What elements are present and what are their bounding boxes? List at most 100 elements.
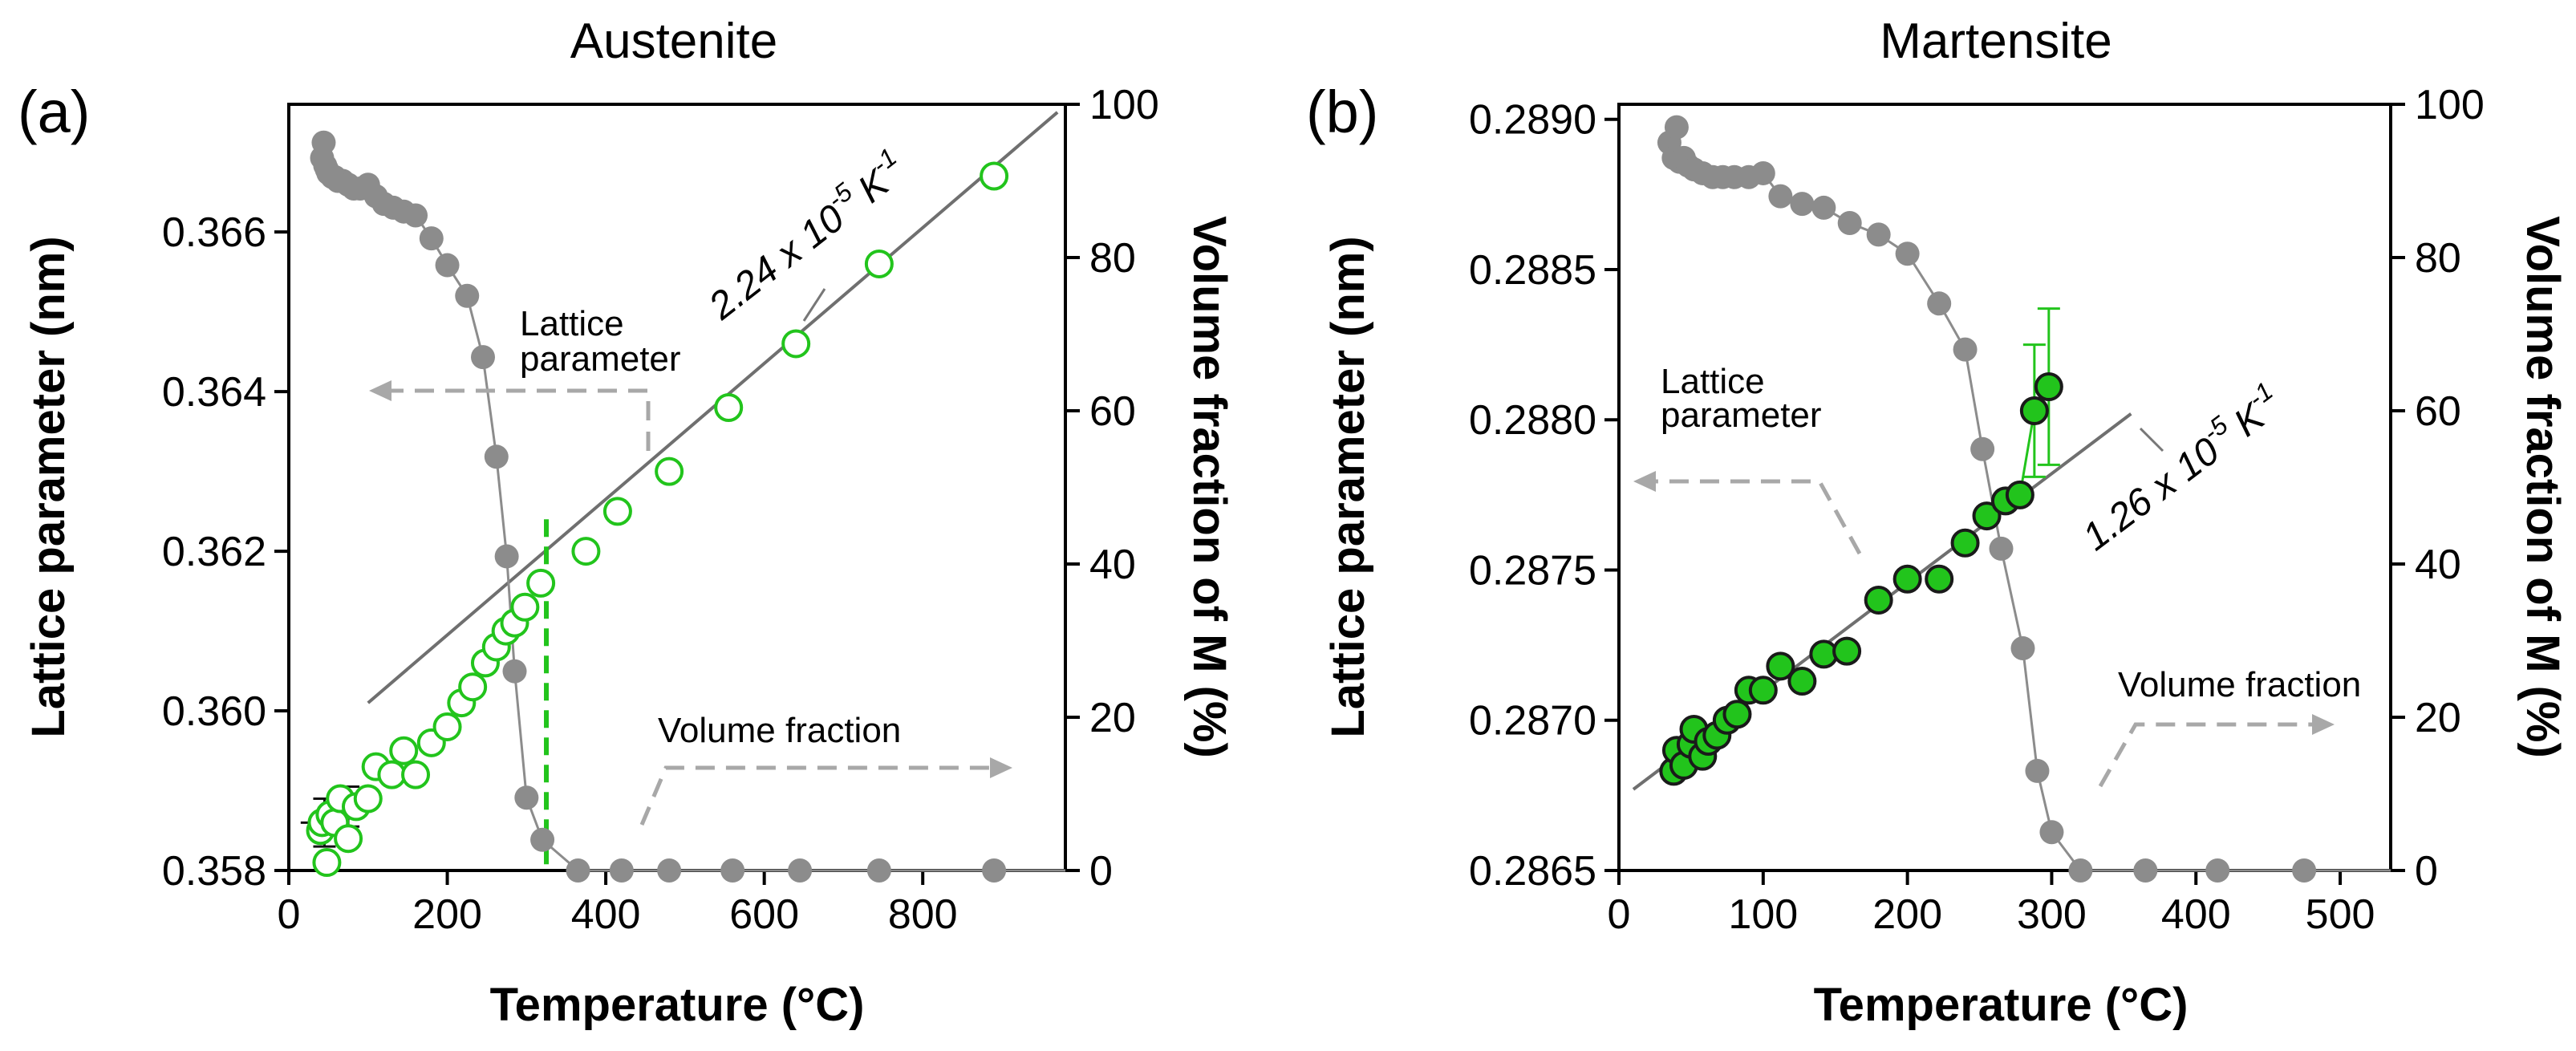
panel-b-volume-fraction-point [2205, 858, 2230, 883]
panel-a-lattice-point [377, 760, 407, 789]
panel-a-y-tick-label: 0.364 [162, 369, 266, 416]
panel-a-lattice-arrowhead [369, 380, 391, 401]
panel-a-volume-fraction-point [311, 130, 336, 155]
panel-b-y-axis-label: Lattice parameter (nm) [1322, 236, 1374, 737]
panel-a-lattice-point [401, 760, 431, 789]
panel-b-volume-fraction-point [2292, 858, 2317, 883]
panel-a-y-tick-label: 0.362 [162, 529, 266, 575]
panel-b-lattice-arrowhead [1633, 471, 1656, 492]
panel-a-x-tick-label: 800 [888, 891, 958, 938]
panel-b-volume-fraction-point [1953, 337, 1978, 362]
panel-b-lattice-label-2: parameter [1661, 396, 1822, 435]
panel-a-volume-fraction-point [419, 226, 444, 251]
panel-a-volume-annotation: Volume fraction [639, 711, 1012, 826]
panel-b-volume-fraction-point [1664, 115, 1689, 140]
panel-b-volume-arrowhead [2312, 714, 2335, 735]
panel-a-lattice-point [334, 824, 363, 854]
panel-a-slope-label: 2.24 x 10-5K-1 [696, 142, 915, 328]
panel-b-volume-fraction-point [1790, 192, 1815, 217]
panel-a-lattice-point [714, 393, 744, 423]
panel-a-ticks: 0 200 400 600 800 0.358 0.360 0.362 0.364 0.366 0 2… [162, 82, 1159, 938]
panel-b-y-tick-label: 0.2875 [1469, 547, 1596, 594]
panel-a-volume-fraction-point [982, 858, 1007, 883]
panel-a-y2-tick-label: 60 [1089, 388, 1136, 435]
panel-b-x-tick-label: 200 [1872, 891, 1942, 938]
panel-b-y-tick-label: 0.2865 [1469, 848, 1596, 895]
panel-b-volume-fraction-point [1750, 160, 1775, 185]
panel-b-ticks: 0 100 200 300 400 5000.28650.28700.28750.2880… [1469, 82, 2485, 938]
panel-b-y2-tick-label: 20 [2415, 695, 2461, 741]
panel-b-volume-fraction-point [1768, 184, 1793, 209]
panel-b-y-tick-label: 0.2890 [1469, 97, 1596, 144]
panel-a-lattice-point [864, 249, 894, 278]
panel-b-volume-arrow-line [2098, 722, 2318, 788]
panel-a-volume-fraction-point [404, 203, 428, 228]
panel-b-y-tick-label: 0.2885 [1469, 247, 1596, 294]
panel-b-x-axis-label: Temperature (°C) [1814, 979, 2189, 1031]
panel-b-volume-fraction-point [2039, 820, 2064, 845]
panel-b-volume-fraction-point [2068, 858, 2093, 883]
panel-a-volume-fraction-point [609, 858, 634, 883]
panel-a-y2-tick-label: 40 [1089, 542, 1136, 588]
panel-a-lattice-arrow-line [377, 388, 651, 451]
panel-b-plot-frame [1617, 103, 2392, 872]
panel-a-data-marks [300, 111, 1065, 883]
panel-b-volume-fraction-point [1837, 211, 1862, 236]
panel-b-volume-fraction-line [1668, 127, 2305, 872]
panel-b-label: (b) [1306, 79, 1378, 145]
panel-a-lattice-point [571, 537, 601, 566]
panel-a-austenite: Austenite (a) 0 200 400 600 8000.3580.3600.3… [18, 14, 1235, 1031]
panel-a-lattice-point [389, 736, 419, 765]
panel-b-lattice-arrow-line [1653, 479, 1862, 555]
panel-a-y-tick-label: 0.360 [162, 688, 266, 735]
panel-a-slope-annotation: 2.24 x 10-5K-1 [696, 142, 915, 328]
panel-b-x-tick-label: 100 [1728, 891, 1798, 938]
panel-b-data-marks [1632, 115, 2391, 883]
panel-b-volume-fraction-point [2133, 858, 2158, 883]
panel-a-lattice-point [980, 161, 1009, 191]
panel-a-volume-fraction-point [484, 444, 509, 469]
panel-a-y-tick-label: 0.366 [162, 209, 266, 256]
panel-b-lattice-annotation: Lattice parameter [1633, 362, 1862, 555]
panel-b-volume-fraction-point [2025, 758, 2050, 783]
panel-b-volume-fraction-point [1970, 436, 1995, 461]
panel-b-lattice-point [2034, 372, 2063, 402]
panel-b-y2-tick-label: 0 [2415, 848, 2438, 895]
panel-a-y2-axis-label: Volume fraction of M (%) [1183, 216, 1235, 758]
panel-b-x-tick-label: 400 [2161, 891, 2231, 938]
panel-a-lattice-label-2: parameter [520, 339, 681, 379]
panel-b-title: Martensite [1880, 14, 2112, 69]
panel-b-lattice-point [1892, 564, 1922, 594]
panel-a-volume-fraction-point [514, 785, 539, 810]
panel-b-volume-annotation: Volume fraction [2098, 665, 2361, 788]
panel-b-y2-tick-label: 100 [2415, 82, 2485, 128]
panel-a-linear-fit-line [367, 111, 1059, 704]
panel-a-volume-fraction-point [720, 858, 745, 883]
panel-b-lattice-point [1832, 636, 1862, 666]
panel-a-volume-fraction-point [657, 858, 682, 883]
panel-a-lattice-point [655, 457, 684, 486]
panel-b-volume-label: Volume fraction [2118, 665, 2361, 704]
panel-a-lattice-point [353, 784, 383, 814]
panel-a-volume-fraction-point [866, 858, 891, 883]
panel-b-x-tick-label: 300 [2017, 891, 2087, 938]
panel-a-lattice-point [312, 848, 342, 878]
panel-a-volume-fraction-point [502, 659, 527, 684]
panel-b-y2-tick-label: 80 [2415, 235, 2461, 282]
panel-b-y2-tick-label: 60 [2415, 388, 2461, 435]
panel-a-x-tick-label: 0 [278, 891, 301, 938]
panel-a-lattice-annotation: Lattice parameter [369, 304, 681, 451]
panel-b-slope-annotation: 1.26 x 10-5K-1 [2071, 376, 2290, 559]
panel-a-volume-arrowhead [990, 757, 1012, 778]
panel-a-x-tick-label: 200 [412, 891, 482, 938]
panel-b-volume-fraction-point [1895, 241, 1920, 266]
panel-a-volume-arrow-line [639, 765, 995, 826]
panel-a-slope-leader [802, 288, 826, 322]
panel-b-lattice-point [1787, 667, 1817, 696]
panel-a-volume-fraction-point [788, 858, 813, 883]
panel-b-volume-fraction-point [1927, 291, 1952, 316]
panel-b-lattice-point [2005, 480, 2034, 509]
panel-b-slope-label: 1.26 x 10-5K-1 [2071, 376, 2290, 559]
panel-b-y-tick-label: 0.2870 [1469, 698, 1596, 745]
panel-a-lattice-point [526, 568, 556, 598]
